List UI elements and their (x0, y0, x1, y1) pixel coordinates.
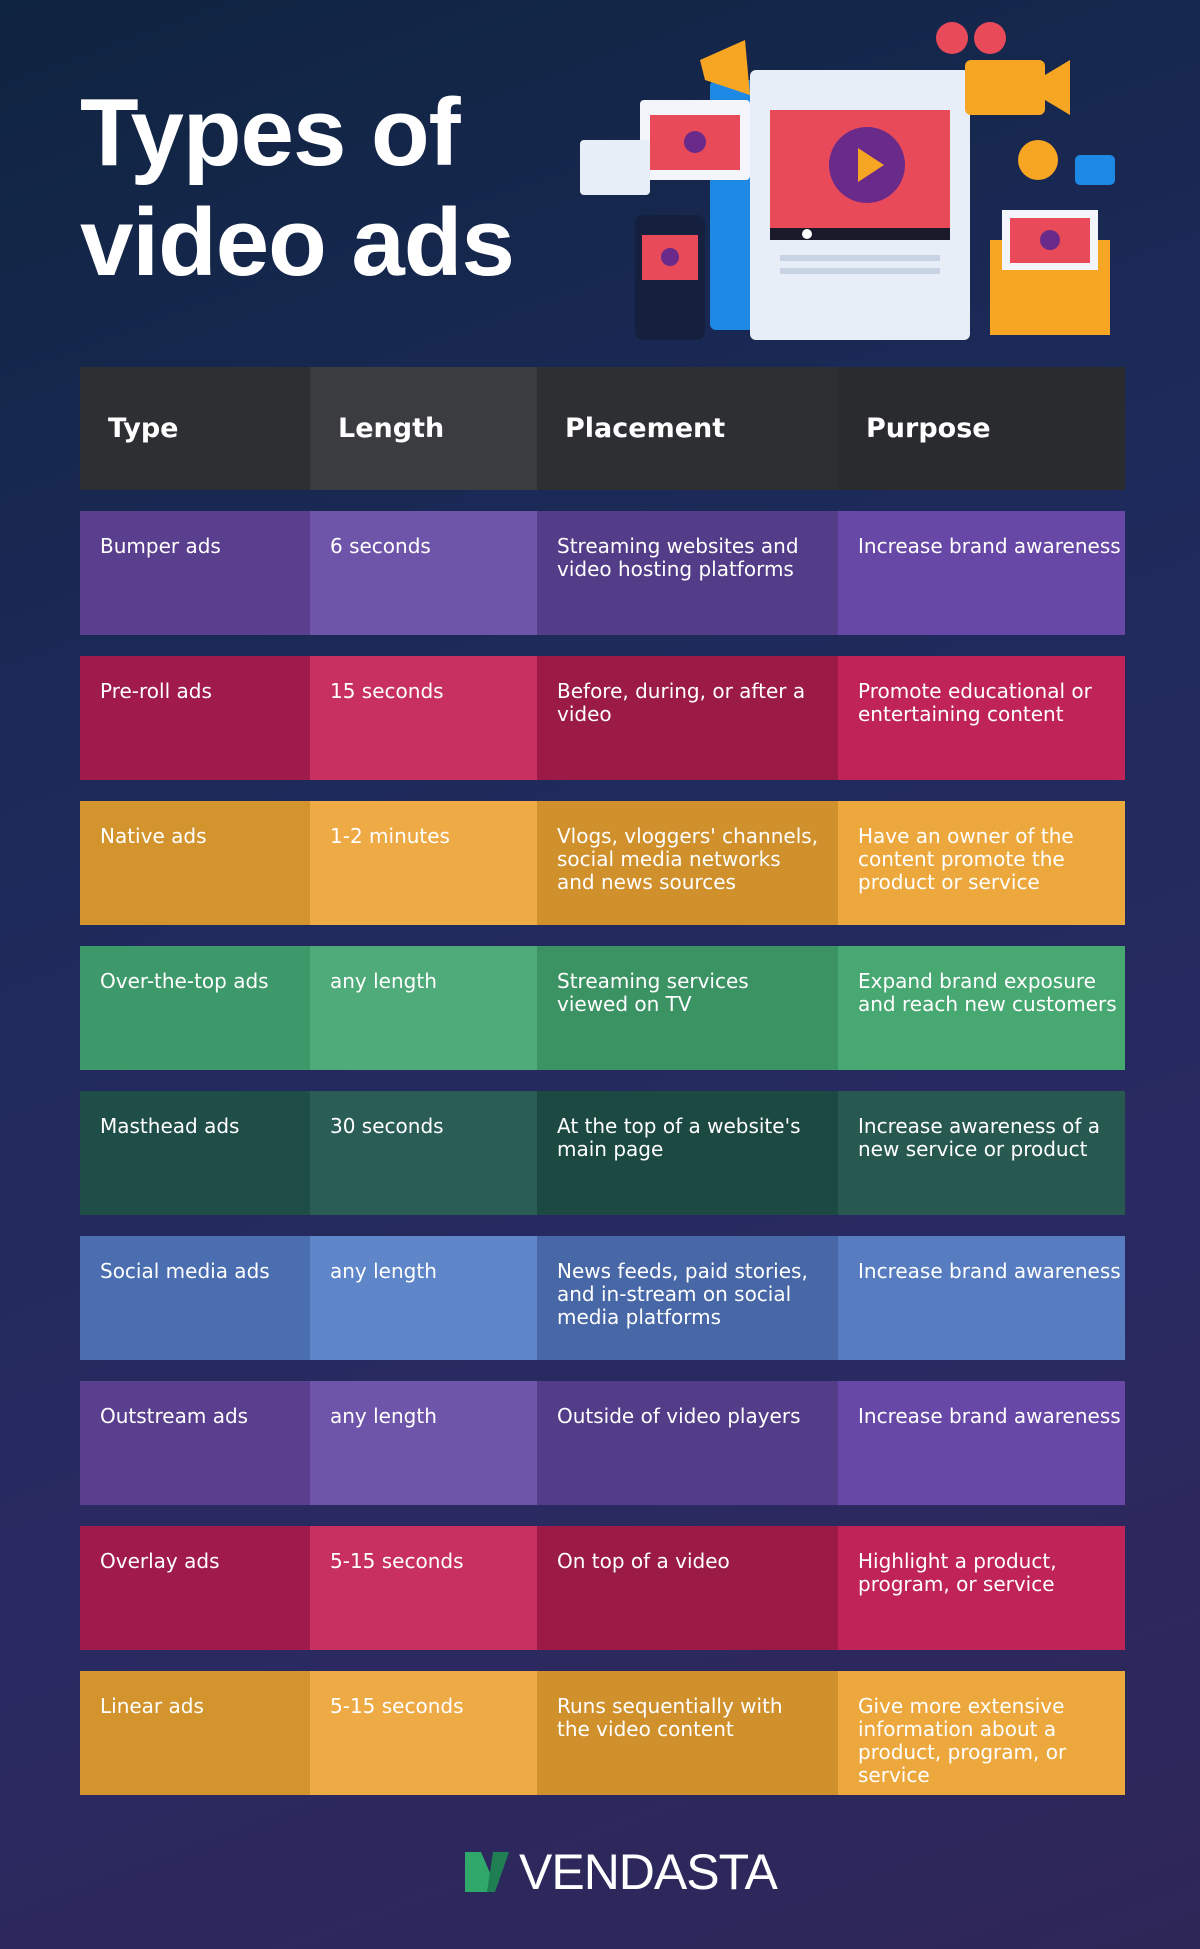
table-cell: Over-the-top ads (80, 946, 310, 1070)
title: Types of video ads (80, 78, 515, 298)
table-cell: Streaming websites and video hosting pla… (537, 511, 838, 635)
table-cell: any length (310, 1381, 537, 1505)
table-row: Native ads 1-2 minutes Vlogs, vloggers' ch… (80, 801, 1125, 925)
table-row: Over-the-top ads any length Streaming serv… (80, 946, 1125, 1070)
table-cell: Highlight a product, program, or service (838, 1526, 1125, 1650)
header-row: Type Length Placement Purpose (80, 367, 1125, 490)
title-line: Types of (80, 79, 461, 186)
table-cell: 6 seconds (310, 511, 537, 635)
table-cell: Pre-roll ads (80, 656, 310, 780)
brand: VENDASTA (463, 1843, 778, 1901)
table-row: Masthead ads 30 seconds At the top of a we… (80, 1091, 1125, 1215)
table-cell: Masthead ads (80, 1091, 310, 1215)
table-row: Pre-roll ads 15 seconds Before, during, or… (80, 656, 1125, 780)
header-cell: Type (80, 367, 310, 490)
table-cell: Streaming services viewed on TV (537, 946, 838, 1070)
table-cell: Increase brand awareness (838, 511, 1125, 635)
table-cell: Linear ads (80, 1671, 310, 1795)
table-cell: any length (310, 1236, 537, 1360)
table-row: Outstream ads any length Outside of video … (80, 1381, 1125, 1505)
brand-logo (465, 1852, 509, 1892)
illustration (580, 22, 1115, 340)
table-cell: News feeds, paid stories, and in-stream … (537, 1236, 838, 1360)
table-cell: 15 seconds (310, 656, 537, 780)
table-cell: Outside of video players (537, 1381, 838, 1505)
table-row: Overlay ads 5-15 seconds On top of a video… (80, 1526, 1125, 1650)
table-cell: On top of a video (537, 1526, 838, 1650)
table-cell: Increase brand awareness (838, 1236, 1125, 1360)
table-cell: 5-15 seconds (310, 1671, 537, 1795)
header-cell: Purpose (838, 367, 1125, 490)
table-cell: Expand brand exposure and reach new cust… (838, 946, 1125, 1070)
table-cell: 1-2 minutes (310, 801, 537, 925)
table-row: Linear ads 5-15 seconds Runs sequentially … (80, 1671, 1125, 1795)
table-row: Social media ads any length News feeds, pa… (80, 1236, 1125, 1360)
table-cell: Before, during, or after a video (537, 656, 838, 780)
table-cell: Increase awareness of a new service or p… (838, 1091, 1125, 1215)
table-cell: Overlay ads (80, 1526, 310, 1650)
table: Type Length Placement Purpose Bumper ads 6 se… (80, 367, 1125, 1816)
table-cell: Give more extensive information about a … (838, 1671, 1125, 1795)
header-cell: Placement (537, 367, 838, 490)
table-cell: 30 seconds (310, 1091, 537, 1215)
table-row: Bumper ads 6 seconds Streaming websites an… (80, 511, 1125, 635)
brand-name: VENDASTA (519, 1844, 778, 1900)
table-cell: Outstream ads (80, 1381, 310, 1505)
table-cell: 5-15 seconds (310, 1526, 537, 1650)
table-cell: Bumper ads (80, 511, 310, 635)
table-cell: Increase brand awareness (838, 1381, 1125, 1505)
table-cell: Native ads (80, 801, 310, 925)
table-cell: At the top of a website's main page (537, 1091, 838, 1215)
table-cell: Vlogs, vloggers' channels, social media … (537, 801, 838, 925)
table-cell: Social media ads (80, 1236, 310, 1360)
header-cell: Length (310, 367, 537, 490)
table-cell: any length (310, 946, 537, 1070)
table-cell: Have an owner of the content promote the… (838, 801, 1125, 925)
table-cell: Promote educational or entertaining cont… (838, 656, 1125, 780)
title-line: video ads (80, 189, 515, 296)
table-cell: Runs sequentially with the video content (537, 1671, 838, 1795)
